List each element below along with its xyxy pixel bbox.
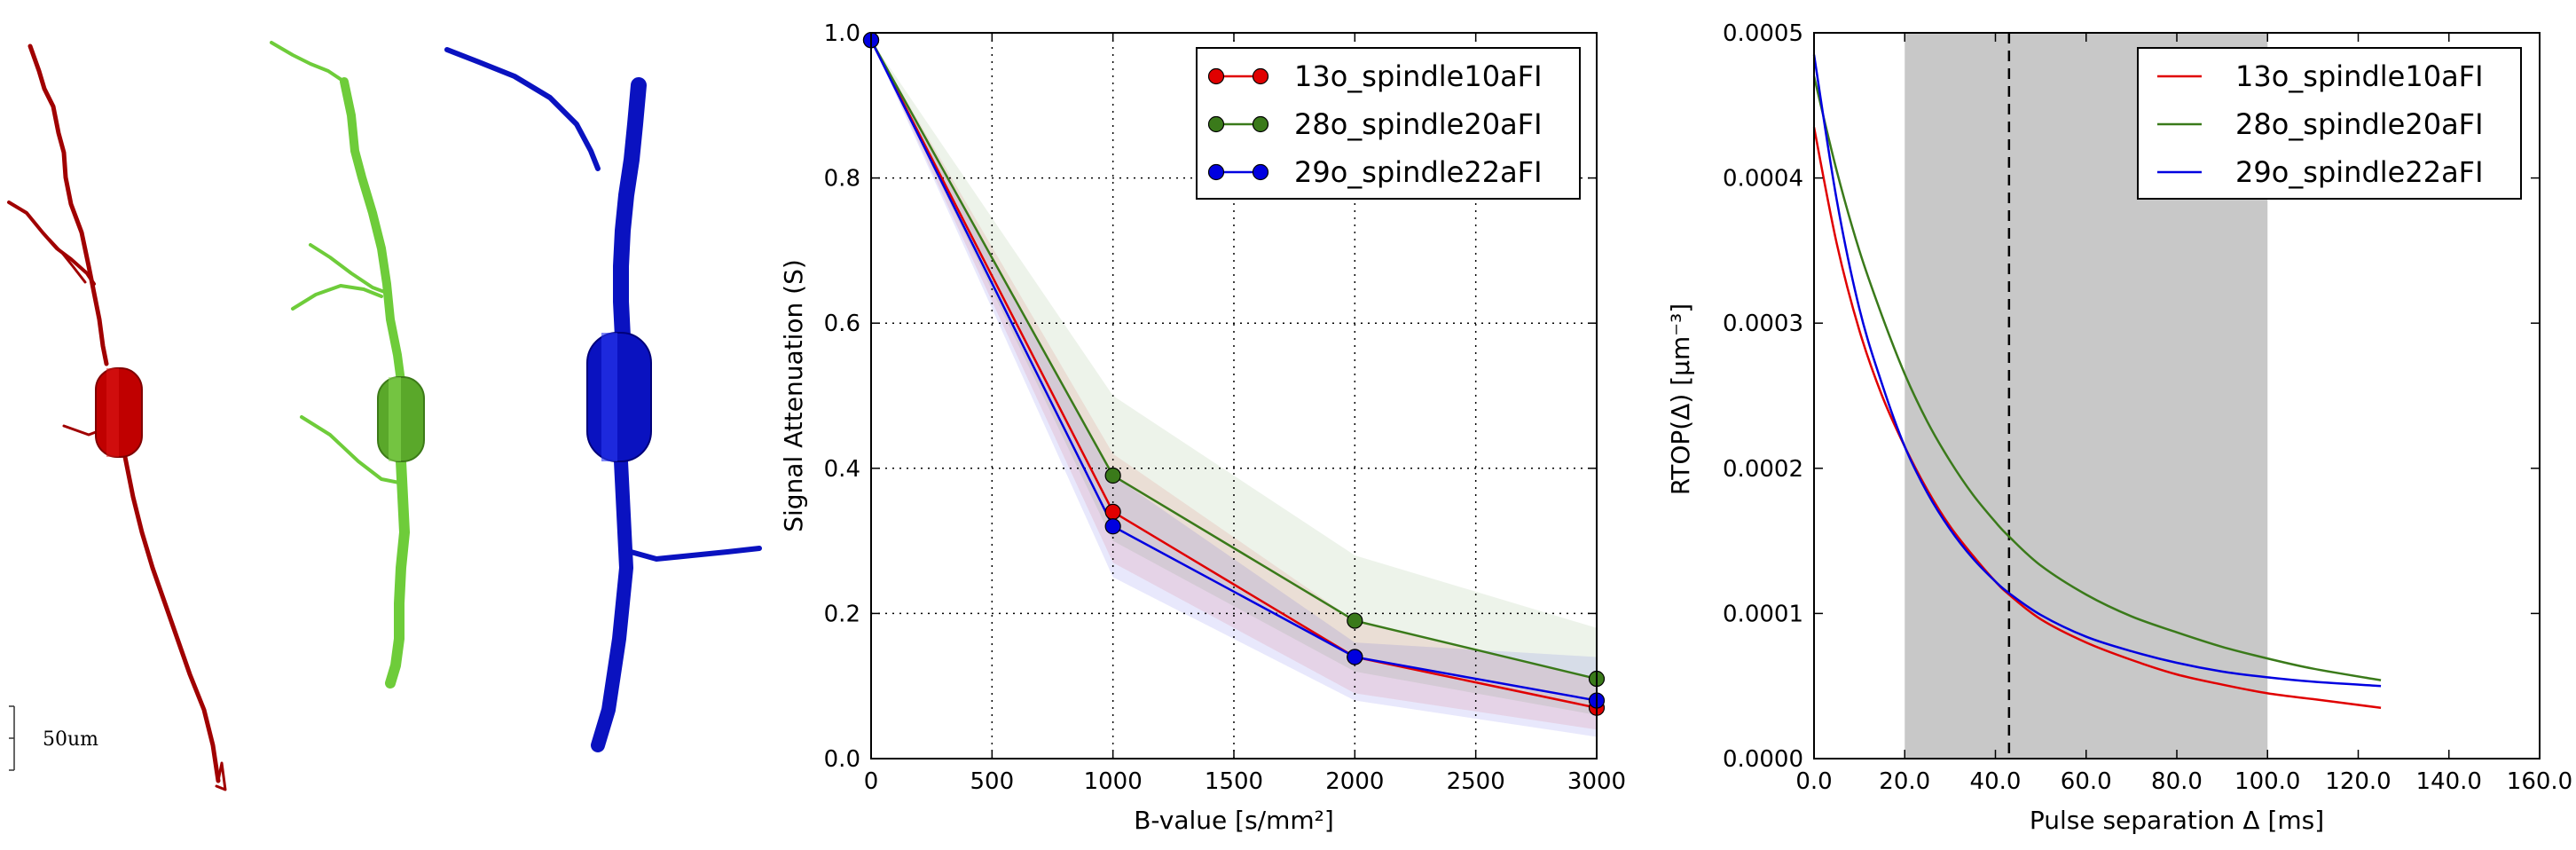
c1-xtick-label-1: 500 — [970, 768, 1015, 795]
c1-xtick-label-5: 2500 — [1447, 768, 1505, 795]
c2-series-line-2 — [1812, 54, 2382, 688]
neuron-red — [7, 43, 227, 791]
c1-y-axis-label: Signal Attenuation (S) — [779, 259, 808, 532]
neuron-blue-dendrite-top — [613, 77, 647, 345]
rtop-chart: 0.0 20.0 40.0 60.0 80.0 100.0 120.0 140.0 160.0 0… — [1666, 20, 2572, 835]
neuron-blue-side-branch — [622, 546, 762, 562]
neuron-red-dendrite-top — [27, 43, 109, 366]
neuron-red-axon-tail — [215, 761, 227, 791]
c1-point-2-1 — [1104, 518, 1121, 535]
c2-xtick-label-1: 20.0 — [1879, 768, 1930, 795]
c2-xtick-label-7: 140.0 — [2416, 768, 2482, 795]
c2-ytick-label-4: 0.0004 — [1723, 166, 1803, 193]
c2-xtick-label-0: 0.0 — [1795, 768, 1832, 795]
neuron-blue-axon — [591, 454, 633, 752]
c1-xtick-label-2: 1000 — [1084, 768, 1143, 795]
c1-series-line-2 — [869, 39, 1598, 702]
c1-xtick-label-6: 3000 — [1567, 768, 1626, 795]
c1-xtick-label-3: 1500 — [1205, 768, 1263, 795]
neuron-blue — [444, 47, 762, 752]
c2-ytick-label-0: 0.0000 — [1723, 746, 1803, 773]
neuron-green-branch-3 — [300, 415, 401, 484]
neuron-green-dendrite-top — [340, 77, 405, 386]
neuron-blue-soma — [586, 332, 652, 462]
c1-legend: 13o_spindle10aFI 28o_spindle20aFI 29o_spin… — [1196, 47, 1581, 200]
neuron-red-axon — [122, 450, 221, 783]
c2-legend-label-0: 13o_spindle10aFI — [2235, 59, 2484, 93]
c1-gridlines — [871, 33, 1597, 759]
c1-legend-marker-b-2 — [1252, 163, 1269, 181]
c1-point-1-2 — [1347, 612, 1363, 629]
c1-ticks: 0 500 1000 1500 2000 2500 3000 0.0 0.2 0.4 0.6 0.8 1… — [824, 20, 1626, 795]
c2-legend-label-2: 29o_spindle22aFI — [2235, 155, 2484, 189]
c1-legend-marker-b-1 — [1252, 115, 1269, 133]
neuron-green — [270, 41, 425, 689]
c2-xtick-label-5: 100.0 — [2234, 768, 2300, 795]
c1-point-1-1 — [1104, 467, 1121, 484]
scale-bar-label: 50um — [43, 728, 98, 751]
neuron-red-branch-2 — [48, 238, 87, 284]
neuron-green-dendrite-tip — [270, 41, 346, 83]
c1-series-lines — [869, 39, 1598, 709]
c1-xtick-label-0: 0 — [864, 768, 879, 795]
c2-legend-label-1: 28o_spindle20aFI — [2235, 107, 2484, 141]
c1-xtick-label-4: 2000 — [1325, 768, 1384, 795]
c1-ytick-label-1: 0.2 — [824, 601, 860, 627]
c1-legend-marker-a-2 — [1207, 163, 1225, 181]
neuron-green-branch-2 — [291, 284, 383, 311]
c1-legend-label-0: 13o_spindle10aFI — [1294, 59, 1543, 93]
c1-legend-marker-a-0 — [1207, 67, 1225, 85]
c2-ytick-label-3: 0.0003 — [1723, 311, 1803, 337]
neuron-blue-dendrite-branch — [444, 47, 601, 171]
c1-ytick-label-3: 0.6 — [824, 311, 860, 337]
c1-ytick-label-5: 1.0 — [824, 20, 860, 47]
c2-xtick-label-4: 80.0 — [2151, 768, 2203, 795]
c1-series-line-1 — [869, 39, 1598, 681]
c1-legend-marker-b-0 — [1252, 67, 1269, 85]
c1-legend-label-1: 28o_spindle20aFI — [1294, 107, 1543, 141]
c2-y-axis-label: RTOP(Δ) [μm⁻³] — [1666, 303, 1695, 495]
c2-ticks: 0.0 20.0 40.0 60.0 80.0 100.0 120.0 140.0 160.0 0… — [1723, 20, 2572, 795]
c1-ytick-label-2: 0.4 — [824, 456, 860, 483]
c2-xtick-label-8: 160.0 — [2507, 768, 2572, 795]
c1-point-0-1 — [1104, 503, 1121, 520]
c2-x-axis-label: Pulse separation Δ [ms] — [2030, 806, 2324, 835]
c2-ytick-label-2: 0.0002 — [1723, 456, 1803, 483]
c1-ytick-label-4: 0.8 — [824, 166, 860, 193]
c2-series-line-1 — [1812, 75, 2382, 681]
c1-ytick-label-0: 0.0 — [824, 746, 860, 773]
c1-series-line-0 — [869, 39, 1598, 709]
neuron-green-branch-1 — [309, 243, 389, 295]
c1-legend-label-2: 29o_spindle22aFI — [1294, 155, 1543, 189]
c2-xtick-label-6: 120.0 — [2325, 768, 2391, 795]
neuron-green-axon — [385, 456, 410, 689]
neuron-panel: 50um — [7, 41, 762, 791]
scale-bar — [9, 705, 15, 771]
c2-legend: 13o_spindle10aFI 28o_spindle20aFI 29o_spin… — [2137, 47, 2522, 200]
c2-series-lines — [1812, 54, 2382, 709]
signal-attenuation-chart: 0 500 1000 1500 2000 2500 3000 0.0 0.2 0.4 0.6 0.8 1… — [779, 20, 1626, 835]
c1-point-2-2 — [1347, 649, 1363, 665]
c1-legend-marker-a-1 — [1207, 115, 1225, 133]
c2-xtick-label-2: 40.0 — [1970, 768, 2022, 795]
c2-xtick-label-3: 60.0 — [2061, 768, 2112, 795]
c1-x-axis-label: B-value [s/mm²] — [1134, 806, 1334, 835]
c1-band-2 — [871, 40, 1597, 737]
c2-ytick-label-1: 0.0001 — [1723, 601, 1803, 627]
c2-ytick-label-5: 0.0005 — [1723, 20, 1803, 47]
